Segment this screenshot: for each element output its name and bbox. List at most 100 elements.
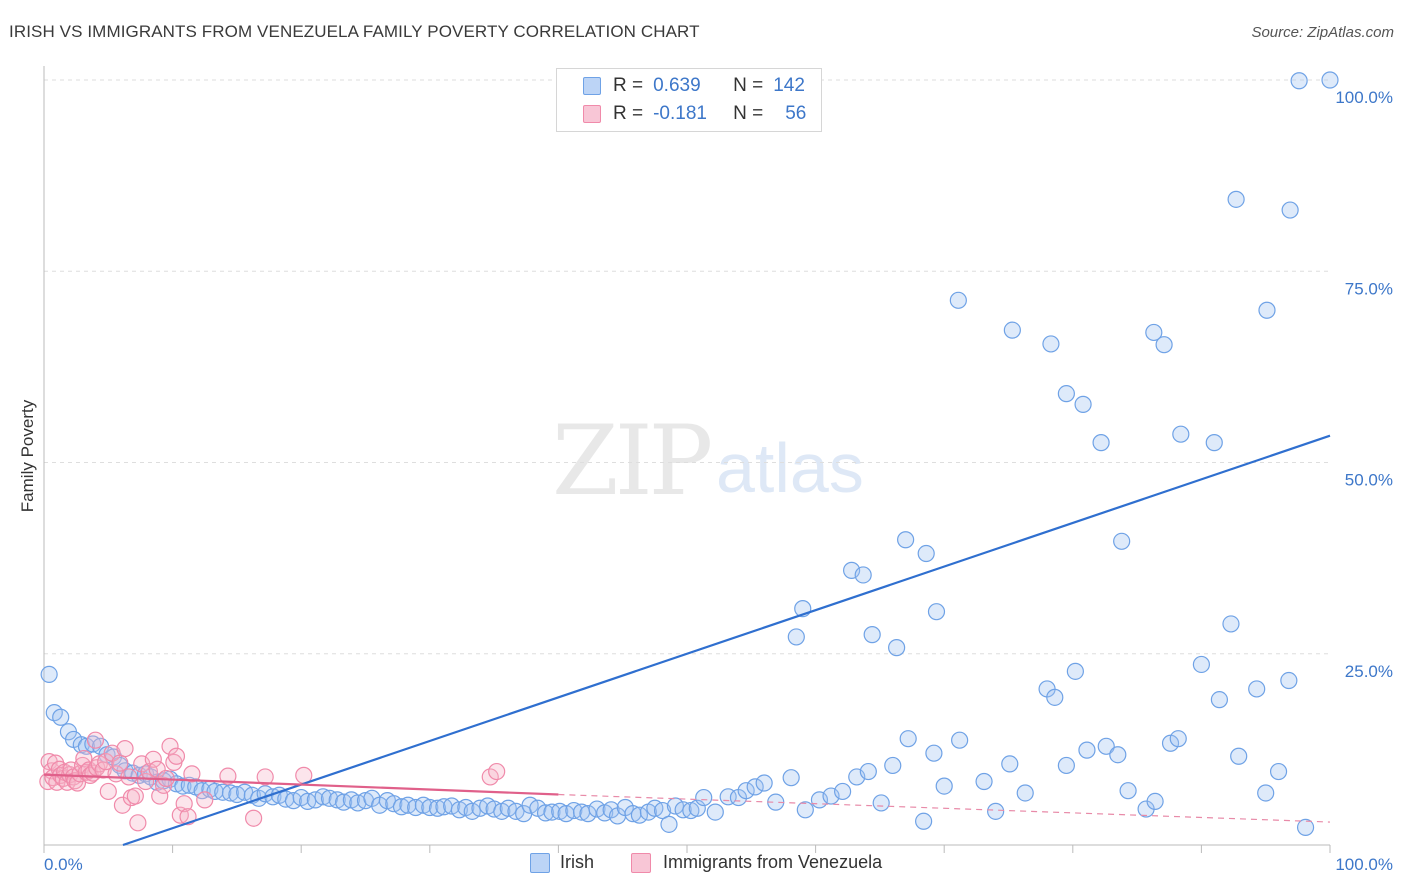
irish-point xyxy=(1227,190,1245,208)
irish-point xyxy=(695,788,713,807)
irish-point xyxy=(935,777,953,795)
venezuela-trend-line xyxy=(43,773,559,796)
irish-point xyxy=(1145,323,1163,342)
legend-label-venezuela: Immigrants from Venezuela xyxy=(663,852,883,872)
irish-point xyxy=(755,774,773,792)
r-label: R = xyxy=(613,103,644,124)
irish-point xyxy=(1321,71,1339,89)
r-label: R = xyxy=(613,75,644,96)
irish-point xyxy=(443,797,461,815)
irish-point xyxy=(1092,434,1110,452)
venezuela-point xyxy=(148,760,166,778)
n-label: N = xyxy=(733,75,764,96)
venezuela-legend-swatch xyxy=(631,852,651,873)
irish-point xyxy=(579,805,597,823)
irish-point xyxy=(1269,762,1288,781)
irish-point xyxy=(975,772,993,791)
irish-point xyxy=(915,812,933,830)
irish-point xyxy=(660,815,678,833)
venezuela-point xyxy=(126,787,144,805)
irish-point xyxy=(737,782,755,800)
y-tick-label: 50.0% xyxy=(1345,471,1393,490)
irish-point xyxy=(174,777,192,795)
x-tick-label: 100.0% xyxy=(1335,855,1393,874)
legend-label-irish: Irish xyxy=(560,852,595,872)
irish-point xyxy=(1057,756,1075,775)
irish-point xyxy=(899,730,917,748)
irish-point xyxy=(863,626,881,644)
irish-point xyxy=(630,806,649,824)
venezuela-point xyxy=(86,731,105,749)
irish-swatch xyxy=(583,77,601,95)
irish-n-value: 142 xyxy=(773,75,805,96)
legend-item-venezuela[interactable]: Immigrants from Venezuela xyxy=(631,852,882,873)
venezuela-point xyxy=(144,750,162,768)
irish-point xyxy=(925,744,943,762)
venezuela-point xyxy=(167,747,186,765)
venezuela-trend-extension xyxy=(558,793,1331,823)
irish-point xyxy=(1210,691,1229,709)
venezuela-point xyxy=(488,762,506,781)
irish-point xyxy=(1280,671,1298,690)
irish-point xyxy=(1205,434,1223,452)
irish-point xyxy=(688,799,706,817)
irish-point xyxy=(1290,72,1308,90)
irish-point xyxy=(602,801,620,819)
irish-point xyxy=(1258,301,1276,319)
venezuela-point xyxy=(161,737,179,755)
venezuela-point xyxy=(219,767,237,785)
source-label: Source: ZipAtlas.com xyxy=(1251,24,1394,41)
irish-point xyxy=(949,291,967,309)
irish-point xyxy=(588,800,606,818)
venezuela-n-value: 56 xyxy=(785,103,807,124)
n-label: N = xyxy=(733,103,764,124)
irish-point xyxy=(1172,425,1190,443)
venezuela-r-value: -0.181 xyxy=(653,103,707,124)
irish-point xyxy=(782,769,800,787)
irish-point xyxy=(897,531,915,549)
irish-point xyxy=(1078,741,1096,759)
irish-point xyxy=(859,762,877,781)
irish-point xyxy=(653,801,672,820)
y-tick-label: 75.0% xyxy=(1345,279,1393,298)
irish-point xyxy=(706,803,724,821)
irish-point xyxy=(1074,395,1092,413)
venezuela-point xyxy=(151,787,169,805)
irish-point xyxy=(1001,755,1019,773)
irish-point xyxy=(1257,784,1275,802)
irish-point xyxy=(1003,321,1021,339)
irish-point xyxy=(314,788,332,806)
y-tick-label: 25.0% xyxy=(1345,662,1393,681)
irish-point xyxy=(1169,730,1187,748)
x-tick-label: 0.0% xyxy=(44,855,83,874)
irish-point xyxy=(1281,201,1299,219)
irish-point xyxy=(40,665,58,684)
irish-point xyxy=(1155,336,1173,354)
y-tick-label: 100.0% xyxy=(1335,88,1393,107)
irish-point xyxy=(1066,662,1084,680)
irish-point xyxy=(1109,746,1127,764)
irish-point xyxy=(872,794,890,812)
stats-row-venezuela: R = -0.181 N = 56 xyxy=(583,102,806,126)
irish-point xyxy=(917,544,935,563)
irish-point xyxy=(1119,782,1137,800)
irish-point xyxy=(666,797,685,815)
stats-row-irish: R = 0.639 N = 142 xyxy=(583,74,805,98)
irish-point xyxy=(987,802,1005,820)
venezuela-point xyxy=(256,768,274,786)
irish-point xyxy=(951,731,969,749)
irish-point xyxy=(1016,784,1034,802)
venezuela-point xyxy=(116,740,134,758)
irish-point xyxy=(1113,532,1131,550)
irish-point xyxy=(1046,688,1064,706)
irish-point xyxy=(1146,792,1164,810)
legend-item-irish[interactable]: Irish xyxy=(530,852,594,873)
irish-point xyxy=(746,778,764,796)
irish-point xyxy=(796,801,814,819)
irish-point xyxy=(1248,680,1266,698)
watermark-zip: ZIP xyxy=(552,405,713,517)
irish-legend-swatch xyxy=(530,852,550,873)
irish-point xyxy=(1057,385,1075,403)
venezuela-point xyxy=(183,765,201,783)
irish-point xyxy=(1222,615,1240,633)
